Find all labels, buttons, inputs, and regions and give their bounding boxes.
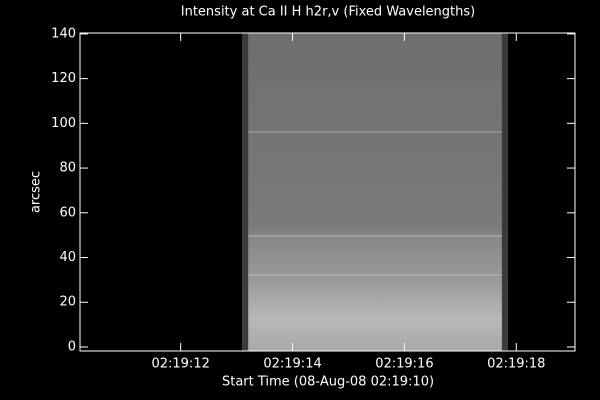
- axes-frame: [79, 32, 576, 352]
- x-tick-label: 02:19:16: [375, 357, 433, 372]
- x-axis-label: Start Time (08-Aug-08 02:19:10): [222, 375, 434, 390]
- y-tick-label: 60: [59, 205, 76, 220]
- x-tick-label: 02:19:14: [263, 357, 321, 372]
- chart-title: Intensity at Ca II H h2r,v (Fixed Wavele…: [181, 5, 475, 20]
- image-edge: [242, 33, 249, 351]
- y-axis-label: arcsec: [29, 171, 44, 213]
- y-tick-label: 0: [68, 339, 76, 354]
- y-tick-label: 80: [59, 161, 76, 176]
- y-tick-label: 20: [59, 295, 76, 310]
- image-edge: [501, 33, 508, 351]
- y-tick-label: 140: [51, 26, 76, 41]
- y-tick-label: 40: [59, 250, 76, 265]
- y-tick-label: 100: [51, 116, 76, 131]
- x-tick-label: 02:19:12: [151, 357, 209, 372]
- image: [242, 33, 508, 351]
- y-tick-label: 120: [51, 71, 76, 86]
- x-tick-label: 02:19:18: [487, 357, 545, 372]
